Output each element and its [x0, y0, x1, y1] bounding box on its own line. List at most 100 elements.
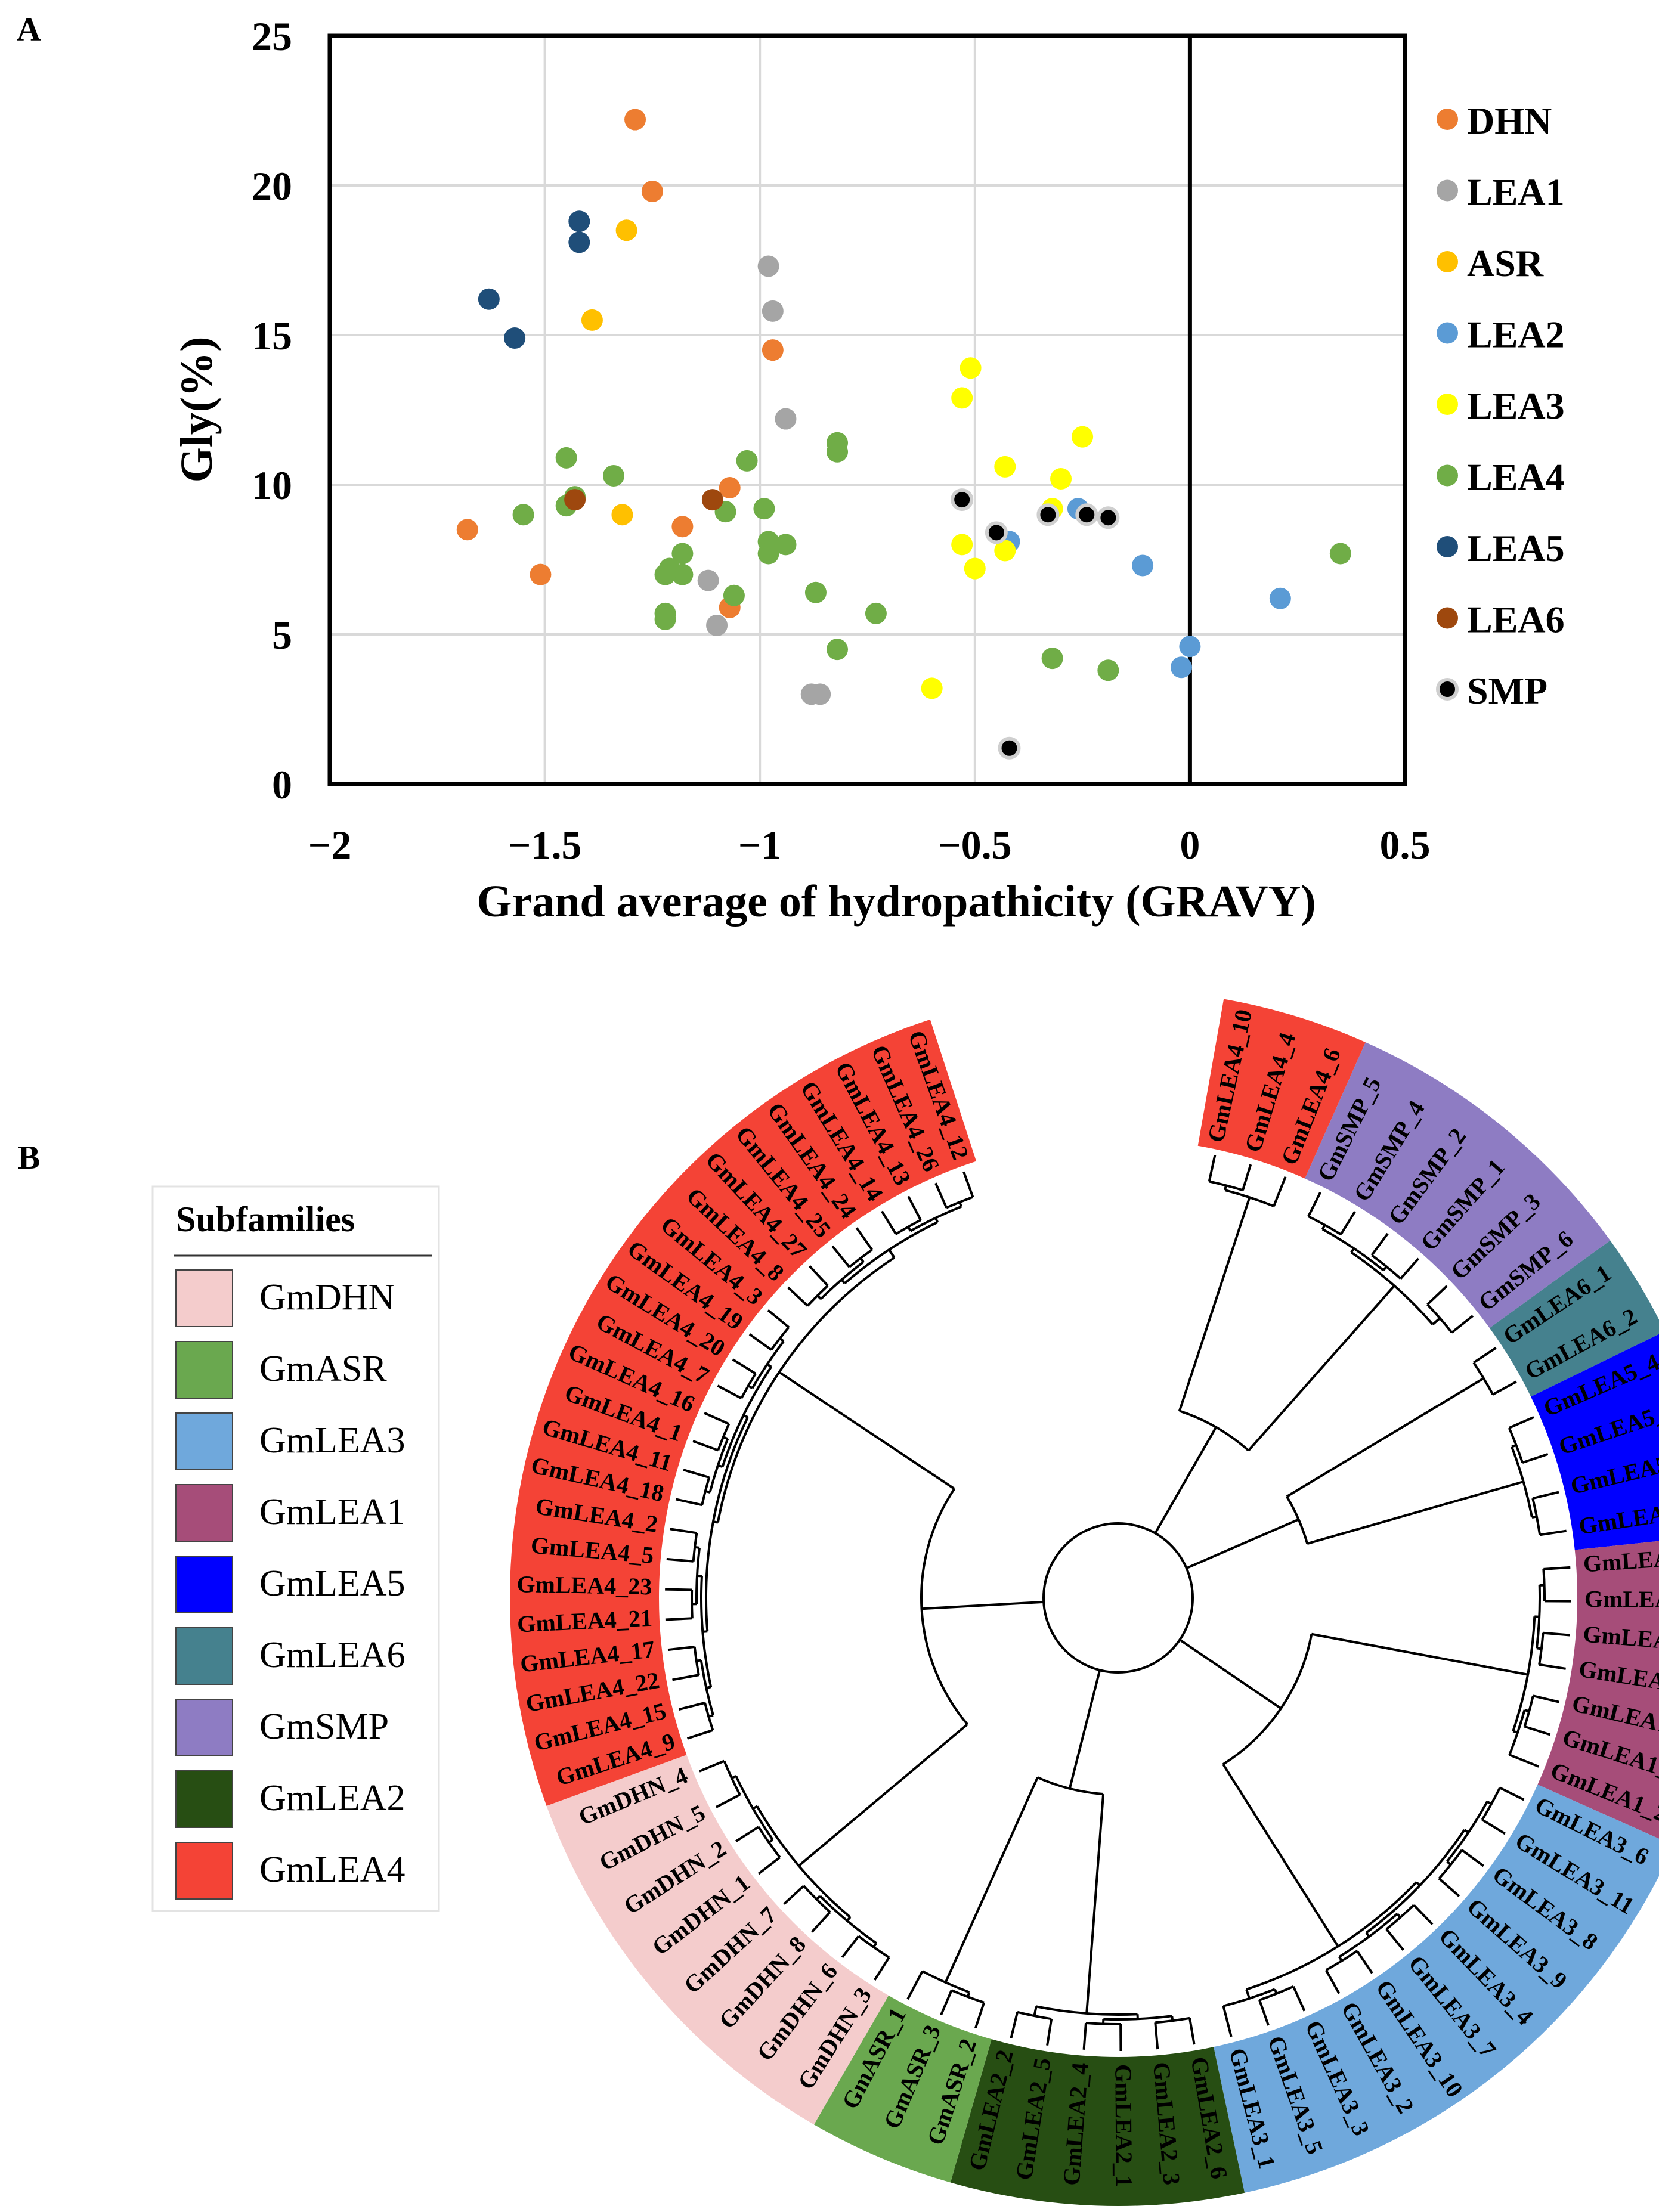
- scatter-point: [723, 584, 745, 606]
- y-tick-label: 25: [252, 14, 292, 59]
- branch: [665, 1617, 692, 1621]
- tree-sectors: [509, 999, 1659, 2206]
- branch: [1308, 1215, 1342, 1236]
- legend-item-label: GmLEA3: [259, 1420, 406, 1461]
- branch: [683, 1469, 710, 1479]
- branch: [1286, 1377, 1484, 1498]
- branch: [962, 1171, 974, 1198]
- branch: [831, 1245, 850, 1268]
- branch: [717, 1384, 742, 1400]
- series-lea1: [697, 255, 831, 705]
- legend-marker: [1437, 251, 1458, 272]
- legend-label: DHN: [1467, 100, 1552, 142]
- branch: [1438, 1849, 1463, 1880]
- branch: [1179, 1638, 1282, 1710]
- branch: [1222, 2006, 1233, 2037]
- branch: [811, 1911, 831, 1933]
- branch: [1539, 1529, 1567, 1536]
- branch: [1539, 1663, 1566, 1670]
- branch: [1186, 1518, 1299, 1569]
- branch: [1451, 1315, 1474, 1334]
- branch: [766, 1363, 772, 1368]
- branch: [1400, 1257, 1420, 1280]
- branch: [1446, 1860, 1452, 1866]
- branch: [1492, 1380, 1517, 1396]
- series-lea2: [998, 498, 1291, 679]
- scatter-point: [1132, 554, 1154, 577]
- branch: [1531, 1515, 1537, 1519]
- x-tick-label: 0.5: [1380, 822, 1431, 868]
- panel-b: B Subfamilies GmDHN GmASR GmLEA3 GmLEA1 GmLE…: [18, 999, 1659, 2206]
- sector-gmlea3: [1214, 1785, 1659, 2193]
- branch: [692, 1440, 719, 1452]
- legend-marker: [1436, 678, 1459, 701]
- scatter-point: [671, 516, 694, 538]
- scatter-point: [719, 477, 741, 499]
- branch: [670, 1528, 697, 1535]
- sector-gmlea4: [509, 1019, 977, 1806]
- branch: [1321, 1224, 1326, 1230]
- scatter-point: [757, 543, 779, 565]
- branch: [906, 1971, 924, 2000]
- branch: [1382, 1266, 1388, 1271]
- legend-items: GmDHN GmASR GmLEA3 GmLEA1 GmLEA5 GmLEA6 GmSMP G…: [175, 1269, 406, 1900]
- branch: [1486, 1801, 1492, 1805]
- branch: [716, 1256, 895, 1523]
- scatter-point: [809, 683, 831, 705]
- sector-gmdhn: [546, 1755, 889, 2125]
- branch: [1033, 2006, 1038, 2016]
- branch: [717, 1423, 731, 1451]
- legend-label: LEA1: [1467, 171, 1565, 213]
- branch: [816, 1895, 821, 1900]
- branch: [1307, 1480, 1524, 1545]
- legend-swatch: [175, 1556, 233, 1613]
- legend-label: LEA3: [1467, 385, 1565, 427]
- scatter-point: [994, 540, 1016, 562]
- scatter-point: [504, 327, 526, 349]
- branch: [907, 1226, 912, 1232]
- plot-frame: [327, 33, 1407, 786]
- circular-tree: GmLEA4_10GmLEA4_4GmLEA4_6GmSMP_5GmSMP_4G…: [509, 999, 1659, 2206]
- branch: [1463, 1829, 1469, 1834]
- branch: [672, 1674, 699, 1681]
- branch: [1085, 2021, 1121, 2025]
- legend-item-label: GmLEA4: [259, 1849, 406, 1890]
- sector-gmasr: [814, 1995, 992, 2183]
- branch: [881, 1210, 897, 1235]
- y-tick-label: 0: [272, 762, 292, 807]
- scatter-point: [1050, 467, 1072, 490]
- branch: [1338, 1913, 1398, 1958]
- branch: [1046, 2018, 1053, 2046]
- x-tick-label: −1: [738, 822, 782, 868]
- legend-label: LEA5: [1467, 527, 1565, 569]
- scatter-point: [581, 309, 603, 331]
- tree-branches: [665, 1155, 1571, 2051]
- scatter-point: [951, 534, 973, 556]
- branch: [1533, 1694, 1560, 1703]
- branch: [1508, 1709, 1526, 1755]
- branch: [701, 1477, 711, 1505]
- branch: [702, 1630, 708, 1633]
- branch: [940, 1990, 953, 2016]
- branch: [735, 1775, 774, 1841]
- sector-gmlea1: [1537, 1541, 1659, 1839]
- branch: [1438, 1878, 1460, 1897]
- legend-marker: [1437, 394, 1458, 415]
- scatter-point: [654, 608, 676, 630]
- legend-label: LEA4: [1467, 456, 1565, 498]
- branch: [1037, 1776, 1104, 1796]
- scatter-point: [827, 441, 849, 463]
- series-lea4: [512, 432, 1351, 681]
- branch: [1413, 1904, 1434, 1925]
- branch: [1432, 1317, 1441, 1325]
- legend-item-label: GmASR: [259, 1349, 387, 1389]
- sector-gmlea4: [1197, 999, 1366, 1179]
- sector-gmsmp: [1305, 1042, 1611, 1328]
- scatter-point: [615, 219, 637, 241]
- branch: [1365, 1932, 1370, 1938]
- branch: [1542, 1569, 1546, 1601]
- scatter-point: [568, 231, 590, 253]
- legend-swatch: [175, 1770, 233, 1828]
- scatter-point: [478, 288, 500, 310]
